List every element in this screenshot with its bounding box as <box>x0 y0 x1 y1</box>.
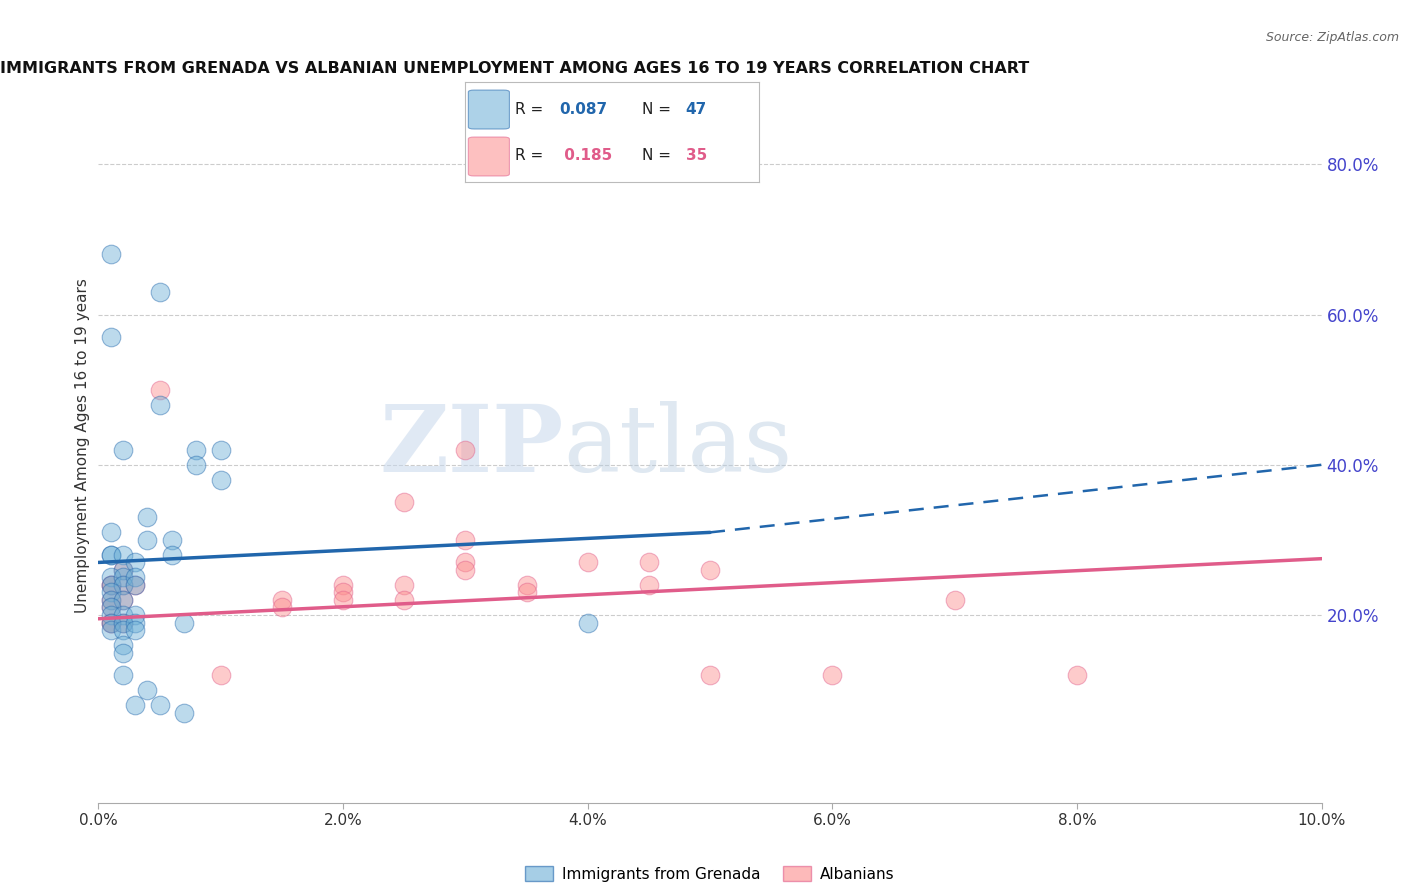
Point <box>149 698 172 713</box>
Point <box>111 563 134 577</box>
Point <box>454 533 477 547</box>
Text: R =: R = <box>515 148 548 163</box>
Point <box>392 495 416 509</box>
Point <box>100 578 122 592</box>
Point <box>100 578 122 592</box>
Point <box>124 698 146 713</box>
Point <box>136 533 159 547</box>
Point <box>100 585 122 599</box>
Point <box>392 593 416 607</box>
Point <box>699 668 721 682</box>
Point <box>124 578 146 592</box>
Point <box>100 623 122 637</box>
Text: N =: N = <box>641 148 675 163</box>
Point <box>100 548 122 562</box>
Point <box>111 615 134 630</box>
Point <box>186 458 208 472</box>
Text: atlas: atlas <box>564 401 793 491</box>
Point <box>1066 668 1088 682</box>
Point <box>124 578 146 592</box>
Point <box>111 578 134 592</box>
FancyBboxPatch shape <box>468 90 509 129</box>
Point <box>637 578 661 592</box>
Point <box>111 570 134 584</box>
Point <box>124 570 146 584</box>
Point <box>111 607 134 622</box>
Point <box>100 607 122 622</box>
Point <box>100 548 122 562</box>
Point <box>160 548 183 562</box>
Point <box>173 706 195 720</box>
Point <box>100 615 122 630</box>
Point <box>454 442 477 457</box>
Point <box>943 593 966 607</box>
Point <box>637 556 661 570</box>
Point <box>136 683 159 698</box>
Point <box>100 593 122 607</box>
Text: Source: ZipAtlas.com: Source: ZipAtlas.com <box>1265 31 1399 45</box>
Point <box>821 668 844 682</box>
Point <box>111 623 134 637</box>
Point <box>516 578 538 592</box>
Point <box>160 533 183 547</box>
Y-axis label: Unemployment Among Ages 16 to 19 years: Unemployment Among Ages 16 to 19 years <box>75 278 90 614</box>
Point <box>111 668 134 682</box>
Point <box>124 623 146 637</box>
Point <box>100 578 122 592</box>
Point <box>100 247 122 261</box>
Point <box>111 548 134 562</box>
Text: 35: 35 <box>686 148 707 163</box>
Point <box>516 585 538 599</box>
Point <box>454 556 477 570</box>
Point <box>111 646 134 660</box>
Text: R =: R = <box>515 102 548 117</box>
Point <box>100 525 122 540</box>
Point <box>149 285 172 299</box>
Point <box>100 593 122 607</box>
Point <box>332 585 354 599</box>
Point <box>209 668 232 682</box>
Point <box>100 600 122 615</box>
Point <box>149 398 172 412</box>
Point <box>699 563 721 577</box>
Text: 0.185: 0.185 <box>560 148 613 163</box>
Point <box>111 593 134 607</box>
Point <box>332 593 354 607</box>
Point <box>100 600 122 615</box>
Point <box>270 593 292 607</box>
Text: N =: N = <box>641 102 675 117</box>
Text: IMMIGRANTS FROM GRENADA VS ALBANIAN UNEMPLOYMENT AMONG AGES 16 TO 19 YEARS CORRE: IMMIGRANTS FROM GRENADA VS ALBANIAN UNEM… <box>0 61 1029 76</box>
Point <box>100 330 122 344</box>
Point <box>454 563 477 577</box>
Text: 47: 47 <box>686 102 707 117</box>
Point <box>111 578 134 592</box>
Point <box>124 607 146 622</box>
Point <box>332 578 354 592</box>
Point <box>111 615 134 630</box>
Point <box>136 510 159 524</box>
Point <box>111 442 134 457</box>
Point <box>111 563 134 577</box>
Point <box>111 638 134 652</box>
Point <box>100 615 122 630</box>
Point <box>111 593 134 607</box>
FancyBboxPatch shape <box>468 137 509 176</box>
Point <box>173 615 195 630</box>
Point <box>186 442 208 457</box>
Legend: Immigrants from Grenada, Albanians: Immigrants from Grenada, Albanians <box>519 860 901 888</box>
Point <box>124 556 146 570</box>
Point <box>576 556 599 570</box>
Point <box>209 442 232 457</box>
Text: ZIP: ZIP <box>380 401 564 491</box>
Point <box>149 383 172 397</box>
Point <box>124 615 146 630</box>
Point <box>270 600 292 615</box>
Point <box>576 615 599 630</box>
Point <box>100 570 122 584</box>
Text: 0.087: 0.087 <box>560 102 607 117</box>
Point <box>392 578 416 592</box>
Point <box>100 615 122 630</box>
Point <box>209 473 232 487</box>
